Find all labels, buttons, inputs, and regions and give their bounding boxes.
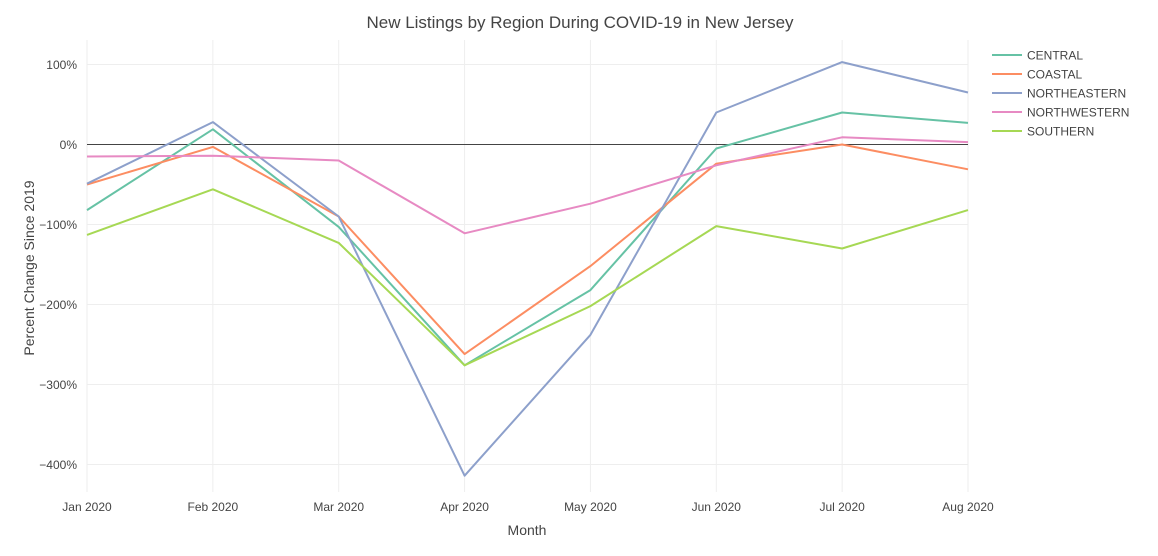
x-tick-label: May 2020: [564, 500, 617, 514]
y-tick-label: −300%: [39, 378, 77, 392]
x-tick-label: Jan 2020: [62, 500, 112, 514]
legend-label: CENTRAL: [1027, 49, 1083, 63]
y-tick-labels: 100% 0% −100% −200% −300% −400%: [39, 58, 77, 472]
y-tick-label: −400%: [39, 458, 77, 472]
series-lines: [86, 61, 969, 477]
y-axis-label: Percent Change Since 2019: [21, 180, 37, 355]
x-axis-label: Month: [508, 522, 547, 538]
legend-item-northwestern[interactable]: NORTHWESTERN: [992, 106, 1129, 120]
x-tick-label: Mar 2020: [313, 500, 364, 514]
series-line-coastal[interactable]: [86, 143, 969, 356]
y-tick-label: −100%: [39, 218, 77, 232]
y-tick-label: 0%: [60, 138, 78, 152]
x-tick-label: Apr 2020: [440, 500, 489, 514]
legend-label: SOUTHERN: [1027, 125, 1094, 139]
series-line-northwestern[interactable]: [86, 136, 969, 235]
series-line-southern[interactable]: [86, 188, 969, 367]
series-line-northeastern[interactable]: [86, 61, 969, 477]
legend[interactable]: CENTRAL COASTAL NORTHEASTERN NORTHWESTERN SO…: [992, 49, 1129, 139]
x-tick-label: Feb 2020: [187, 500, 238, 514]
legend-item-central[interactable]: CENTRAL: [992, 49, 1083, 63]
x-tick-label: Jul 2020: [819, 500, 865, 514]
x-tick-label: Aug 2020: [942, 500, 994, 514]
legend-item-coastal[interactable]: COASTAL: [992, 68, 1082, 82]
legend-label: NORTHEASTERN: [1027, 87, 1126, 101]
x-tick-labels: Jan 2020 Feb 2020 Mar 2020 Apr 2020 May 2020…: [62, 500, 994, 514]
x-tick-label: Jun 2020: [692, 500, 742, 514]
legend-item-northeastern[interactable]: NORTHEASTERN: [992, 87, 1126, 101]
legend-label: COASTAL: [1027, 68, 1082, 82]
legend-label: NORTHWESTERN: [1027, 106, 1129, 120]
legend-item-southern[interactable]: SOUTHERN: [992, 125, 1094, 139]
y-tick-label: −200%: [39, 298, 77, 312]
y-tick-label: 100%: [46, 58, 77, 72]
series-line-central[interactable]: [86, 111, 969, 367]
chart-title: New Listings by Region During COVID-19 i…: [366, 13, 794, 32]
grid-lines: [86, 40, 969, 492]
